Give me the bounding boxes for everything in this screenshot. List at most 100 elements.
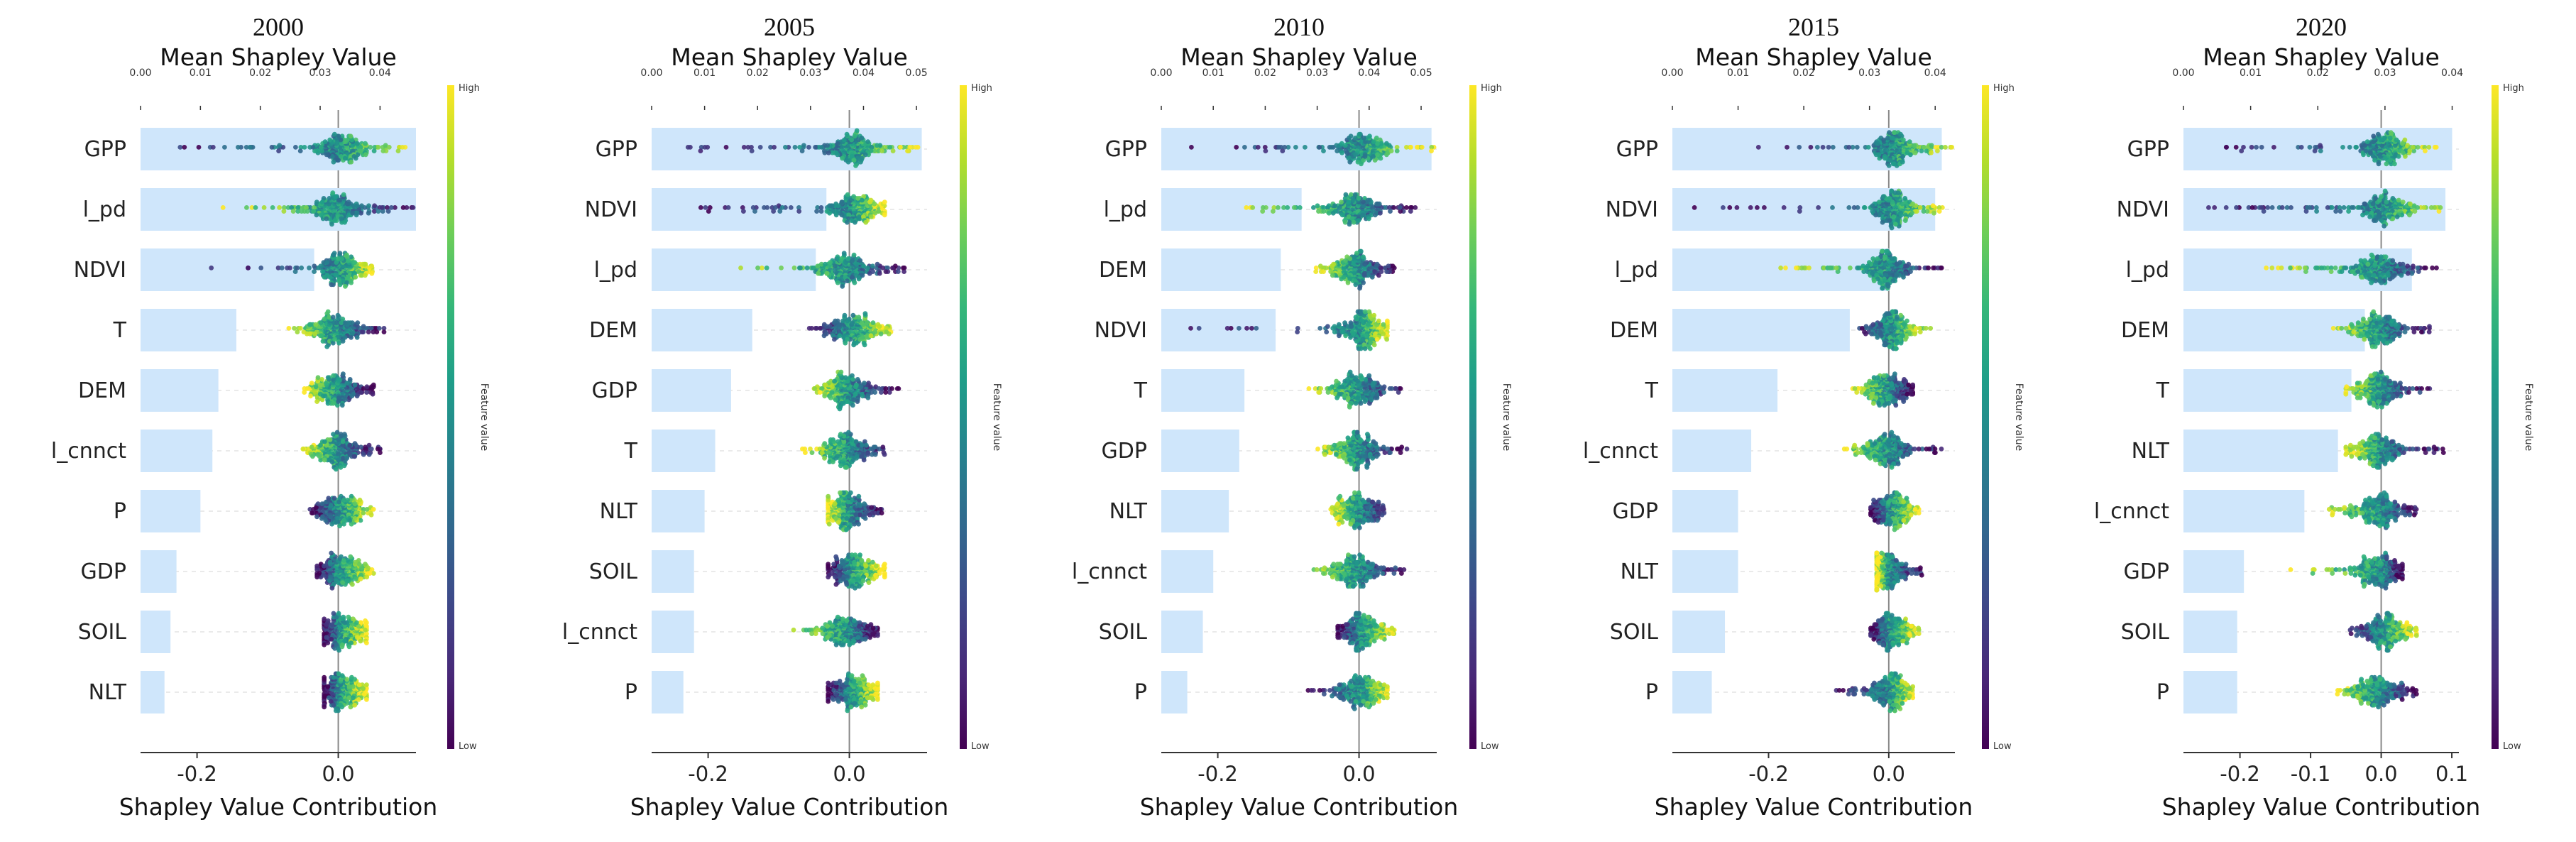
shap-point xyxy=(355,635,360,640)
shap-point xyxy=(244,205,249,210)
shap-point xyxy=(380,209,385,214)
shap-point xyxy=(307,205,313,210)
shap-point xyxy=(772,205,778,210)
shap-point xyxy=(875,633,880,638)
shap-point xyxy=(319,516,324,521)
shap-point xyxy=(353,275,358,280)
shap-point xyxy=(764,266,769,270)
shap-point xyxy=(295,209,301,214)
shap-point xyxy=(302,390,307,395)
shap-point xyxy=(293,145,298,150)
shap-point xyxy=(823,261,828,267)
mean-shap-bar xyxy=(652,490,705,532)
shap-point xyxy=(845,337,850,342)
shap-point xyxy=(354,393,360,399)
shap-point xyxy=(344,381,350,386)
shap-point xyxy=(362,691,367,696)
shap-point xyxy=(327,196,332,201)
mean-shap-bar xyxy=(652,369,731,412)
shap-point xyxy=(844,581,850,587)
shap-point xyxy=(311,205,317,210)
shap-point xyxy=(356,682,362,687)
shap-point xyxy=(351,154,357,159)
shap-point xyxy=(705,145,711,150)
shap-point xyxy=(828,260,833,265)
shap-point xyxy=(337,523,342,529)
shap-point xyxy=(319,199,325,204)
shap-point xyxy=(759,266,764,270)
shap-point xyxy=(844,516,850,521)
shap-point xyxy=(342,432,347,437)
shap-point xyxy=(851,618,857,623)
shap-point xyxy=(331,131,337,137)
shap-point xyxy=(837,572,843,578)
shap-point xyxy=(875,143,879,148)
shap-point xyxy=(372,145,378,150)
shap-point xyxy=(870,559,875,565)
shap-point xyxy=(791,628,796,633)
shap-point xyxy=(898,145,903,150)
shap-point xyxy=(868,197,874,203)
shap-point xyxy=(349,280,354,285)
shap-point xyxy=(825,143,830,148)
shap-point xyxy=(836,563,842,569)
shap-point xyxy=(292,269,298,274)
shap-point xyxy=(344,252,349,258)
shap-point xyxy=(328,514,334,520)
shap-point xyxy=(270,205,275,210)
shap-point xyxy=(856,623,862,629)
shap-point xyxy=(831,697,836,702)
shap-point xyxy=(842,137,847,143)
shap-point xyxy=(363,562,368,567)
shap-point xyxy=(801,143,806,148)
shap-point xyxy=(326,496,331,501)
shap-point xyxy=(316,148,322,154)
shap-point xyxy=(319,501,325,506)
shap-point xyxy=(302,145,307,150)
shap-point xyxy=(325,640,331,645)
shap-point xyxy=(852,701,857,706)
shap-point xyxy=(838,405,843,410)
colorbar-low-label: Low xyxy=(971,741,990,752)
shap-point xyxy=(857,584,862,589)
shap-point xyxy=(322,563,327,569)
shap-point xyxy=(835,141,840,146)
shap-point xyxy=(336,278,342,283)
shap-point xyxy=(386,145,392,150)
shap-point xyxy=(870,263,875,269)
mean-shap-bar xyxy=(652,430,716,472)
shap-point xyxy=(856,521,861,527)
shap-point xyxy=(856,493,862,499)
shap-point xyxy=(809,450,815,455)
feature-label: T xyxy=(624,439,638,464)
bottom-tick-label: 0.0 xyxy=(322,762,355,786)
shap-point xyxy=(325,375,331,381)
shap-point xyxy=(863,563,869,569)
shap-point xyxy=(764,205,770,210)
shap-point xyxy=(868,695,874,701)
shap-point xyxy=(840,576,846,581)
shap-point xyxy=(844,618,850,623)
shap-point xyxy=(308,393,313,399)
shap-point xyxy=(209,266,214,270)
shap-point xyxy=(385,205,390,210)
shap-point xyxy=(840,155,845,161)
shap-point xyxy=(320,339,326,344)
shap-point xyxy=(825,623,830,629)
shap-point xyxy=(814,209,819,214)
shap-point xyxy=(247,145,253,150)
shap-point xyxy=(833,516,838,521)
shap-point xyxy=(832,501,838,506)
mean-shap-bar xyxy=(141,611,171,653)
shap-point xyxy=(827,210,833,216)
top-tick-label: 0.02 xyxy=(249,67,271,79)
shap-point xyxy=(261,205,267,210)
shap-point xyxy=(831,459,835,464)
top-tick-label: 0.02 xyxy=(747,67,769,79)
shap-point xyxy=(875,697,880,702)
shap-point xyxy=(878,331,884,337)
shap-point xyxy=(346,275,351,280)
shap-point xyxy=(788,205,794,210)
shap-point xyxy=(308,322,313,327)
shap-point xyxy=(364,640,369,645)
